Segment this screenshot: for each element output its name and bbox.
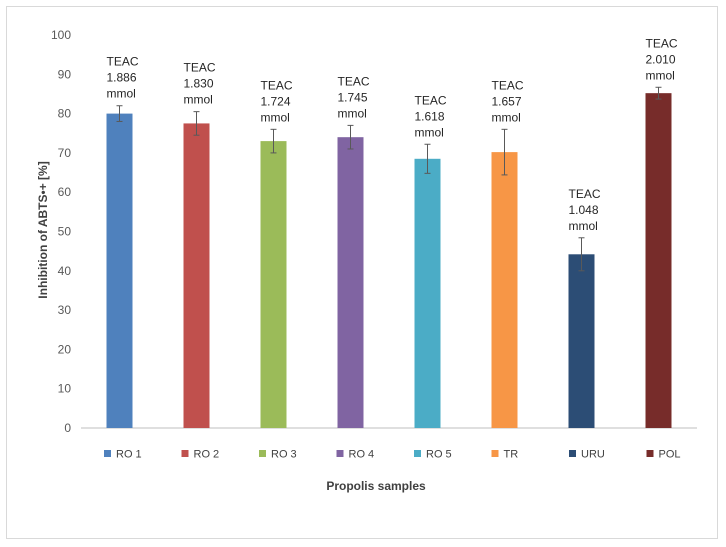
legend-label: RO 5	[426, 449, 452, 461]
data-label: mmol	[646, 68, 675, 82]
legend-swatch	[104, 450, 111, 457]
y-tick-label: 60	[58, 185, 72, 199]
data-label: TEAC	[261, 78, 293, 92]
data-label: 1.657	[492, 94, 522, 108]
bar	[414, 158, 441, 429]
data-label: TEAC	[338, 74, 370, 88]
data-label: mmol	[338, 106, 367, 120]
data-label: mmol	[261, 110, 290, 124]
y-tick-label: 100	[51, 28, 71, 42]
legend-swatch	[491, 450, 499, 457]
bar	[645, 93, 672, 428]
data-label: TEAC	[184, 61, 216, 75]
data-label: 1.724	[261, 94, 291, 108]
data-label: mmol	[569, 219, 598, 233]
y-tick-label: 30	[58, 303, 72, 317]
bar	[568, 254, 595, 428]
bar	[183, 123, 210, 429]
y-tick-label: 10	[58, 382, 72, 396]
data-label: mmol	[415, 125, 444, 139]
bar	[106, 113, 133, 428]
data-label: mmol	[492, 110, 521, 124]
legend-swatch	[414, 450, 421, 457]
legend-swatch	[181, 450, 189, 457]
legend-label: TR	[504, 449, 519, 461]
legend-label: RO 1	[116, 449, 142, 461]
data-label: 1.830	[184, 77, 214, 91]
legend-label: RO 3	[271, 449, 297, 461]
legend-label: RO 2	[194, 449, 220, 461]
y-tick-label: 70	[58, 146, 72, 160]
bars	[106, 86, 672, 429]
axes: 0 10 20 30 40 50 60 70 80 90 100	[51, 28, 697, 435]
legend-label: RO 4	[349, 449, 375, 461]
bar	[491, 152, 518, 428]
y-tick-label: 80	[58, 107, 72, 121]
legend-label: URU	[581, 449, 605, 461]
data-label: 2.010	[646, 52, 676, 66]
data-label: TEAC	[107, 55, 139, 69]
legend-swatch	[569, 450, 576, 457]
data-label: mmol	[184, 93, 213, 107]
data-label: 1.048	[569, 203, 599, 217]
legend-swatch	[336, 450, 344, 457]
y-tick-label: 90	[58, 67, 72, 81]
legend-swatch	[646, 450, 654, 457]
y-tick-label: 0	[64, 421, 71, 435]
bar	[337, 137, 364, 428]
y-tick-label: 40	[58, 264, 72, 278]
y-axis-title: Inhibition of ABTS•+ [%]	[36, 161, 50, 298]
legend-swatch	[259, 450, 266, 457]
legend: RO 1 RO 2 RO 3 RO 4 RO 5 TR URU POL	[104, 449, 681, 461]
y-tick-label: 20	[58, 342, 72, 356]
x-axis-title: Propolis samples	[326, 479, 426, 493]
legend-label: POL	[659, 449, 681, 461]
bar	[260, 141, 287, 429]
data-label: TEAC	[646, 36, 678, 50]
y-tick-label: 50	[58, 225, 72, 239]
data-label: 1.886	[107, 71, 137, 85]
data-label: TEAC	[492, 78, 524, 92]
data-label: 1.618	[415, 109, 445, 123]
data-label: mmol	[107, 87, 136, 101]
data-label: TEAC	[569, 187, 601, 201]
data-label: TEAC	[415, 93, 447, 107]
annotations: TEAC 1.886 mmol TEAC 1.830 mmol TEAC 1.724 mmol T…	[107, 36, 678, 233]
data-label: 1.745	[338, 90, 368, 104]
